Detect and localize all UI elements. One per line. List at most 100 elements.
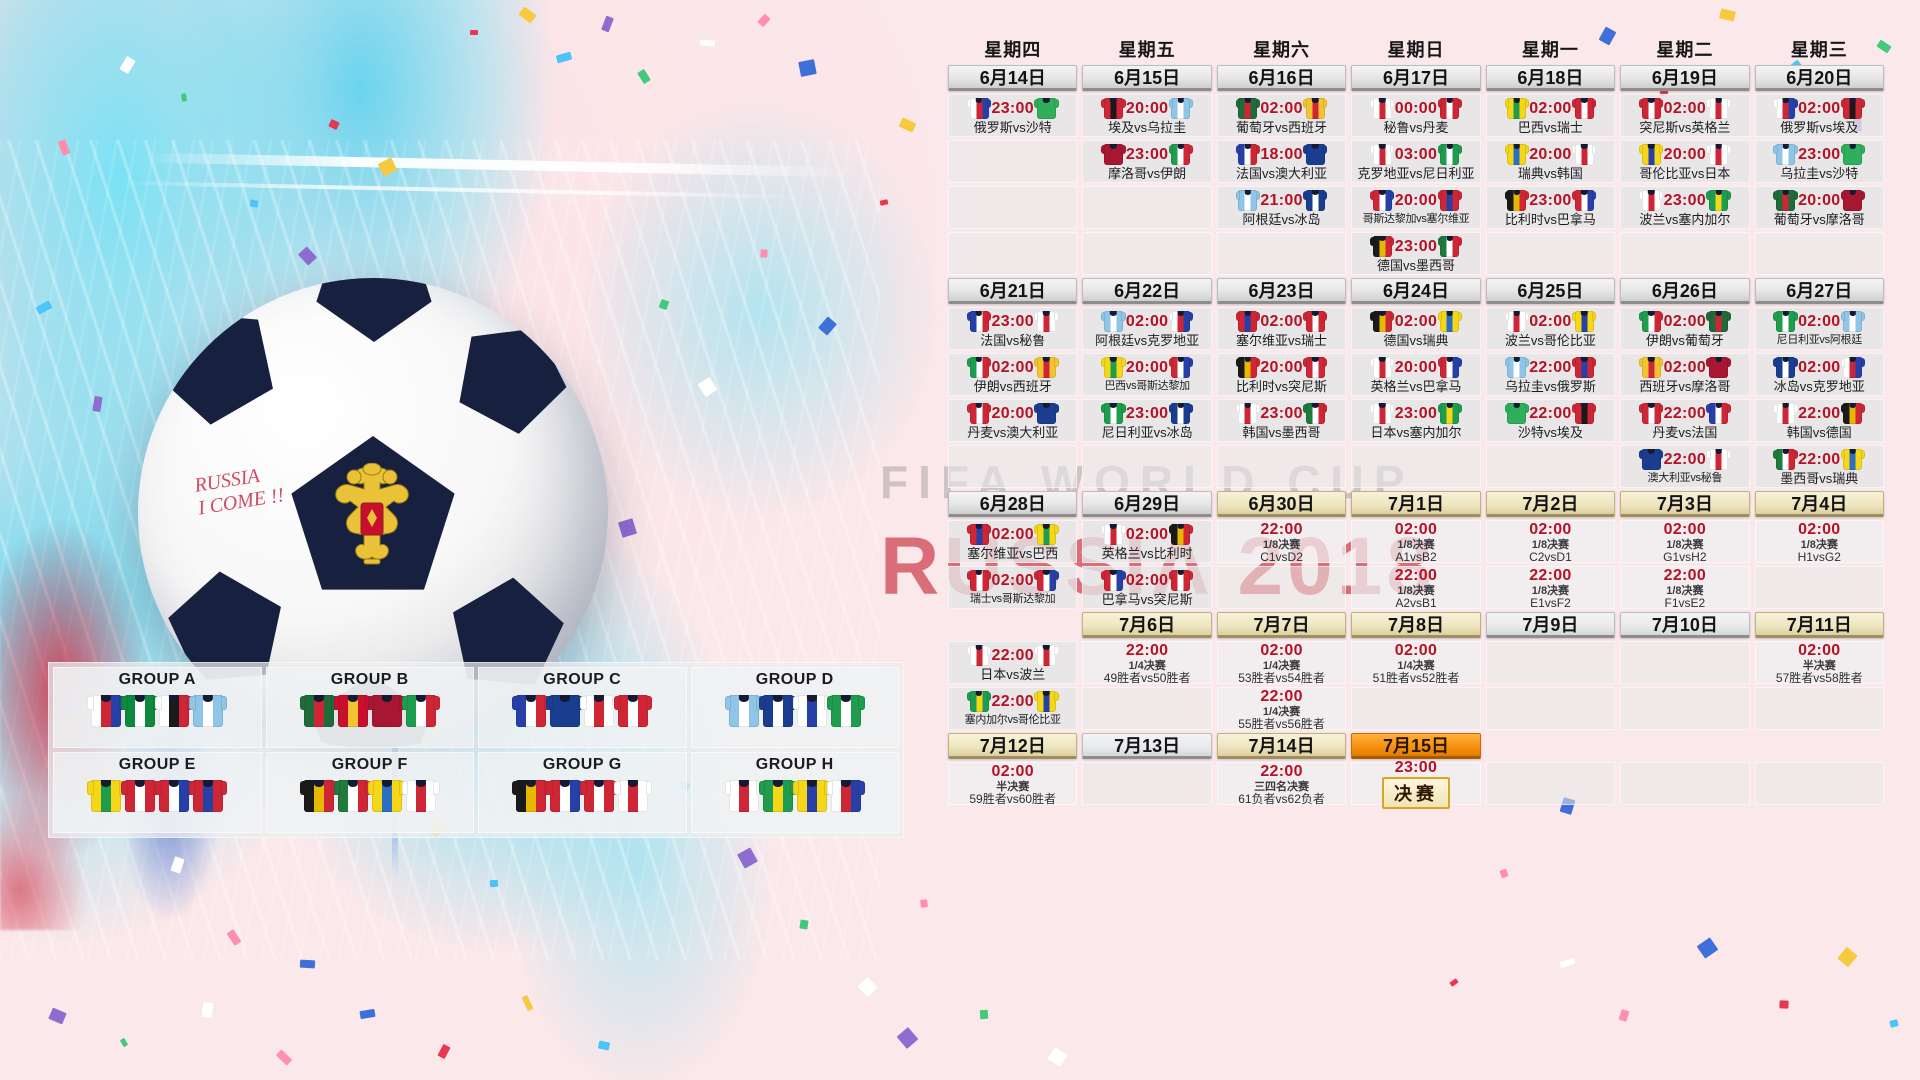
match-cell-knockout[interactable]: 02:00 1/4决赛 51胜者vs52胜者 <box>1351 641 1481 684</box>
match-cell[interactable]: 00:00 秘鲁vs丹麦 <box>1351 94 1481 137</box>
match-cell[interactable]: 20:00 哥斯达黎加vs塞尔维亚 <box>1351 186 1481 229</box>
match-cell-knockout[interactable]: 22:00 1/8决赛 F1vsE2 <box>1620 566 1750 609</box>
match-cell[interactable]: 21:00 阿根廷vs冰岛 <box>1216 186 1347 229</box>
match-cell[interactable]: 02:00 突尼斯vs英格兰 <box>1620 94 1750 137</box>
date-cell[interactable]: 6月26日 <box>1620 278 1750 304</box>
match-cell-knockout[interactable]: 22:00 三四名决赛 61负者vs62负者 <box>1216 762 1347 805</box>
date-cell[interactable]: 7月10日 <box>1620 612 1750 638</box>
match-cell[interactable]: 02:00 巴拿马vs突尼斯 <box>1082 566 1212 609</box>
match-cell-knockout[interactable]: 02:00 1/8决赛 G1vsH2 <box>1620 520 1750 563</box>
date-cell[interactable]: 6月18日 <box>1485 65 1616 91</box>
date-cell[interactable]: 7月4日 <box>1754 491 1884 517</box>
date-cell[interactable]: 7月11日 <box>1754 612 1884 638</box>
match-cell-knockout[interactable]: 22:00 1/8决赛 A2vsB1 <box>1351 566 1481 609</box>
date-cell[interactable]: 6月22日 <box>1082 278 1212 304</box>
match-cell[interactable]: 23:00 德国vs墨西哥 <box>1351 232 1481 275</box>
date-cell[interactable]: 7月6日 <box>1082 612 1212 638</box>
date-cell[interactable]: 6月17日 <box>1351 65 1481 91</box>
match-cell[interactable]: 02:00 波兰vs哥伦比亚 <box>1485 307 1616 350</box>
match-cell[interactable]: 02:00 巴西vs瑞士 <box>1485 94 1616 137</box>
match-cell[interactable]: 23:00 摩洛哥vs伊朗 <box>1082 140 1212 183</box>
group-cell-group-d[interactable]: GROUP D <box>690 667 899 748</box>
match-cell-knockout[interactable]: 22:00 1/4决赛 55胜者vs56胜者 <box>1216 687 1347 730</box>
date-cell[interactable]: 6月19日 <box>1620 65 1750 91</box>
date-cell[interactable]: 7月14日 <box>1216 733 1347 759</box>
date-cell[interactable]: 7月3日 <box>1620 491 1750 517</box>
match-cell[interactable]: 22:00 澳大利亚vs秘鲁 <box>1620 445 1750 488</box>
date-cell[interactable]: 6月16日 <box>1216 65 1347 91</box>
match-cell-knockout[interactable]: 02:00 1/8决赛 H1vsG2 <box>1754 520 1884 563</box>
match-cell[interactable]: 20:00 丹麦vs澳大利亚 <box>948 399 1078 442</box>
match-cell[interactable]: 20:00 葡萄牙vs摩洛哥 <box>1754 186 1884 229</box>
match-cell[interactable]: 02:00 阿根廷vs克罗地亚 <box>1082 307 1212 350</box>
match-cell-knockout[interactable]: 22:00 1/4决赛 49胜者vs50胜者 <box>1082 641 1212 684</box>
match-cell[interactable]: 02:00 俄罗斯vs埃及 <box>1754 94 1884 137</box>
group-cell-group-h[interactable]: GROUP H <box>690 752 899 833</box>
match-cell-knockout[interactable]: 02:00 半决赛 59胜者vs60胜者 <box>948 762 1078 805</box>
match-cell[interactable]: 22:00 丹麦vs法国 <box>1620 399 1750 442</box>
match-cell[interactable]: 23:00 俄罗斯vs沙特 <box>948 94 1078 137</box>
match-cell-knockout[interactable]: 02:00 1/8决赛 A1vsB2 <box>1351 520 1481 563</box>
date-cell[interactable]: 7月1日 <box>1351 491 1481 517</box>
match-cell[interactable]: 23:00 比利时vs巴拿马 <box>1485 186 1616 229</box>
group-cell-group-g[interactable]: GROUP G <box>478 752 687 833</box>
match-cell[interactable]: 20:00 埃及vs乌拉圭 <box>1082 94 1212 137</box>
date-cell[interactable]: 7月2日 <box>1485 491 1616 517</box>
match-cell[interactable]: 23:00 日本vs塞内加尔 <box>1351 399 1481 442</box>
match-cell[interactable]: 23:00 法国vs秘鲁 <box>948 307 1078 350</box>
group-cell-group-f[interactable]: GROUP F <box>265 752 474 833</box>
match-cell[interactable]: 23:00 乌拉圭vs沙特 <box>1754 140 1884 183</box>
date-cell[interactable]: 7月12日 <box>948 733 1078 759</box>
match-cell[interactable]: 02:00 尼日利亚vs阿根廷 <box>1754 307 1884 350</box>
match-cell[interactable]: 20:00 英格兰vs巴拿马 <box>1351 353 1481 396</box>
match-cell[interactable]: 23:00 尼日利亚vs冰岛 <box>1082 399 1212 442</box>
group-cell-group-a[interactable]: GROUP A <box>53 667 262 748</box>
match-cell-knockout[interactable]: 02:00 半决赛 57胜者vs58胜者 <box>1754 641 1884 684</box>
date-cell[interactable]: 6月28日 <box>948 491 1078 517</box>
group-cell-group-c[interactable]: GROUP C <box>478 667 687 748</box>
match-cell[interactable]: 22:00 韩国vs德国 <box>1754 399 1884 442</box>
date-cell[interactable]: 6月21日 <box>948 278 1078 304</box>
match-cell[interactable]: 02:00 葡萄牙vs西班牙 <box>1216 94 1347 137</box>
date-cell[interactable]: 6月25日 <box>1485 278 1616 304</box>
date-cell[interactable]: 7月13日 <box>1082 733 1212 759</box>
date-cell[interactable]: 6月24日 <box>1351 278 1481 304</box>
match-cell-knockout[interactable]: 02:00 1/4决赛 53胜者vs54胜者 <box>1216 641 1347 684</box>
match-cell[interactable]: 20:00 比利时vs突尼斯 <box>1216 353 1347 396</box>
date-cell[interactable]: 7月8日 <box>1351 612 1481 638</box>
match-cell[interactable]: 02:00 瑞士vs哥斯达黎加 <box>948 566 1078 609</box>
match-cell[interactable]: 23:00 韩国vs墨西哥 <box>1216 399 1347 442</box>
match-cell[interactable]: 22:00 墨西哥vs瑞典 <box>1754 445 1884 488</box>
match-cell-knockout[interactable]: 22:00 1/8决赛 E1vsF2 <box>1485 566 1616 609</box>
date-cell[interactable]: 6月29日 <box>1082 491 1212 517</box>
match-cell[interactable]: 20:00 瑞典vs韩国 <box>1485 140 1616 183</box>
date-cell[interactable]: 6月14日 <box>948 65 1078 91</box>
date-cell[interactable]: 6月20日 <box>1754 65 1884 91</box>
match-cell[interactable]: 02:00 西班牙vs摩洛哥 <box>1620 353 1750 396</box>
match-cell[interactable]: 20:00 巴西vs哥斯达黎加 <box>1082 353 1212 396</box>
date-cell[interactable]: 7月7日 <box>1216 612 1347 638</box>
match-cell[interactable]: 22:00 日本vs波兰 <box>948 641 1078 684</box>
match-cell[interactable]: 23:00 波兰vs塞内加尔 <box>1620 186 1750 229</box>
match-cell[interactable]: 02:00 伊朗vs西班牙 <box>948 353 1078 396</box>
date-cell[interactable]: 6月27日 <box>1754 278 1884 304</box>
date-cell[interactable]: 6月23日 <box>1216 278 1347 304</box>
match-cell[interactable]: 22:00 沙特vs埃及 <box>1485 399 1616 442</box>
match-cell[interactable]: 02:00 冰岛vs克罗地亚 <box>1754 353 1884 396</box>
match-cell[interactable]: 20:00 哥伦比亚vs日本 <box>1620 140 1750 183</box>
match-cell[interactable]: 02:00 德国vs瑞典 <box>1351 307 1481 350</box>
match-cell[interactable]: 02:00 英格兰vs比利时 <box>1082 520 1212 563</box>
date-cell[interactable]: 7月9日 <box>1485 612 1616 638</box>
match-cell-knockout[interactable]: 02:00 1/8决赛 C2vsD1 <box>1485 520 1616 563</box>
match-cell[interactable]: 02:00 伊朗vs葡萄牙 <box>1620 307 1750 350</box>
match-cell[interactable]: 18:00 法国vs澳大利亚 <box>1216 140 1347 183</box>
match-cell[interactable]: 22:00 乌拉圭vs俄罗斯 <box>1485 353 1616 396</box>
date-cell[interactable]: 6月15日 <box>1082 65 1212 91</box>
match-cell[interactable]: 02:00 塞尔维亚vs瑞士 <box>1216 307 1347 350</box>
group-cell-group-b[interactable]: GROUP B <box>265 667 474 748</box>
date-cell[interactable]: 7月15日 <box>1351 733 1481 759</box>
group-cell-group-e[interactable]: GROUP E <box>53 752 262 833</box>
match-cell[interactable]: 22:00 塞内加尔vs哥伦比亚 <box>948 687 1078 730</box>
match-cell-knockout[interactable]: 22:00 1/8决赛 C1vsD2 <box>1216 520 1347 563</box>
match-cell[interactable]: 03:00 克罗地亚vs尼日利亚 <box>1351 140 1481 183</box>
